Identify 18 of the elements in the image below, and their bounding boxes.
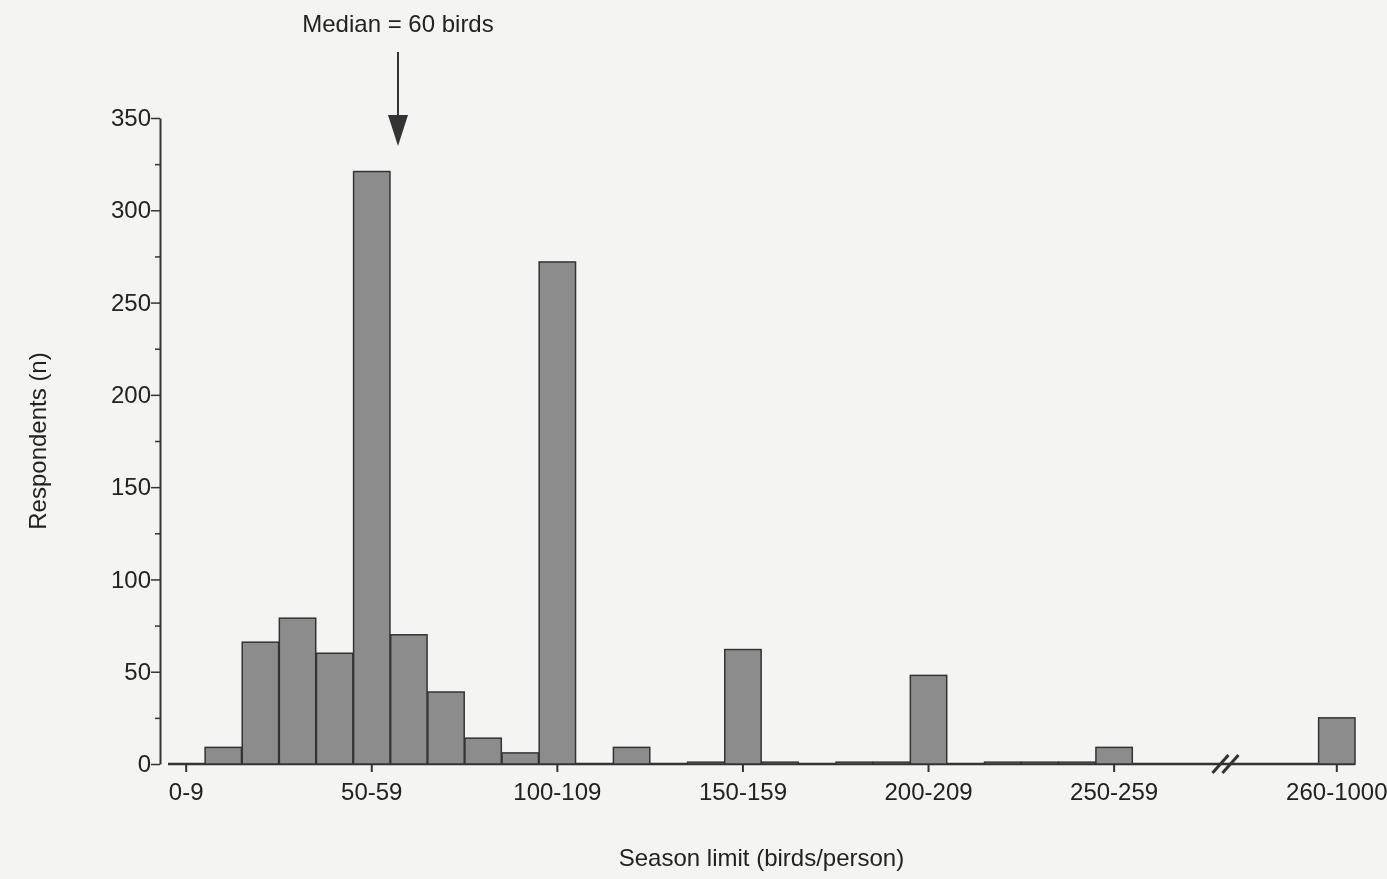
y-tick-label: 0 — [137, 750, 151, 778]
x-tick-label: 150-159 — [698, 778, 787, 805]
x-tick-label: 200-209 — [884, 778, 973, 805]
text: Median = 60 birds — [302, 10, 494, 37]
y-tick-label: 100 — [110, 565, 151, 593]
y-tick-label: 300 — [110, 196, 151, 224]
x-axis-title: Season limit (birds/person) — [618, 844, 905, 871]
y-axis-title: Respondents (n) — [24, 352, 51, 530]
x-tick-label: 50-59 — [341, 778, 403, 805]
x-tick-label: 0-9 — [168, 778, 204, 805]
y-tick-label: 200 — [110, 381, 151, 409]
x-tick-label: 100-109 — [513, 778, 602, 805]
y-tick-label: 350 — [110, 104, 151, 132]
y-tick-label: 150 — [110, 473, 151, 501]
y-tick-label: 250 — [110, 288, 151, 316]
x-tick-label: 260-1000 — [1286, 778, 1387, 805]
x-tick-label: 250-259 — [1070, 778, 1159, 805]
y-tick-label: 50 — [124, 657, 151, 685]
